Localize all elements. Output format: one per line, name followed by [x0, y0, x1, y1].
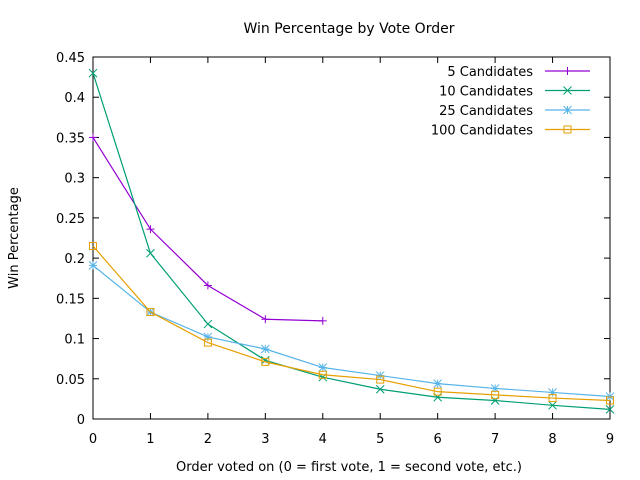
x-tick-label: 6 [434, 432, 442, 447]
y-tick-label: 0.1 [64, 333, 85, 348]
data-point [146, 308, 155, 317]
data-point [548, 400, 557, 410]
legend-label: 25 Candidates [439, 104, 533, 119]
y-tick-label: 0.05 [56, 373, 85, 388]
x-tick-label: 7 [491, 432, 499, 447]
x-tick-label: 8 [548, 432, 556, 447]
legend-label: 100 Candidates [431, 124, 533, 139]
x-tick-label: 2 [204, 432, 212, 447]
data-point [605, 392, 615, 401]
x-tick-label: 5 [376, 432, 384, 447]
x-tick-label: 9 [606, 432, 614, 447]
legend-label: 10 Candidates [439, 85, 533, 100]
data-point [375, 384, 385, 394]
series-group [88, 68, 615, 414]
data-point [88, 260, 98, 270]
x-tick-label: 4 [319, 432, 327, 447]
data-point [433, 387, 442, 396]
data-point [491, 390, 500, 399]
data-point [606, 396, 614, 405]
plot-frame [92, 56, 611, 420]
x-tick-label: 0 [89, 432, 97, 447]
x-axis: 0 1 2 3 4 5 6 7 8 9 [89, 57, 614, 447]
series-0 [89, 133, 327, 325]
y-axis-label: Win Percentage [7, 187, 22, 289]
data-point [203, 332, 213, 342]
data-point [261, 357, 270, 366]
series-1 [88, 68, 615, 414]
data-point [318, 363, 328, 372]
data-point [433, 379, 443, 388]
chart-title: Win Percentage by Vote Order [244, 21, 455, 37]
data-point [375, 371, 385, 380]
data-point [318, 316, 327, 325]
data-point [88, 68, 98, 78]
y-tick-label: 0.35 [56, 131, 85, 146]
data-point [146, 248, 155, 258]
data-point [548, 388, 557, 397]
legend-swatch-marker [563, 67, 572, 75]
x-tick-label: 3 [261, 432, 269, 447]
data-point [433, 392, 443, 402]
y-axis: 0 0.05 0.1 0.15 0.2 0.25 0.3 0.35 0.4 0.45 [56, 51, 610, 428]
y-tick-label: 0.15 [56, 292, 85, 307]
series-line [92, 264, 611, 398]
series-2 [88, 260, 615, 401]
data-point [203, 319, 213, 329]
series-line [92, 72, 611, 410]
y-tick-label: 0.3 [64, 172, 85, 187]
series-3 [89, 242, 614, 405]
data-point [261, 315, 270, 324]
y-tick-label: 0 [77, 413, 85, 428]
y-tick-label: 0.4 [64, 91, 85, 106]
data-point [548, 394, 557, 403]
data-point [605, 404, 615, 414]
y-tick-label: 0.25 [56, 212, 85, 227]
y-tick-label: 0.2 [64, 252, 85, 267]
legend-swatch-marker [563, 105, 572, 115]
data-point [260, 344, 270, 354]
legend: 5 Candidates 10 Candidates 25 Candidates 10… [431, 65, 590, 139]
data-point [146, 225, 155, 234]
x-axis-label: Order voted on (0 = first vote, 1 = seco… [176, 460, 522, 475]
data-point [89, 133, 97, 142]
data-point [318, 370, 327, 379]
data-point [203, 281, 212, 290]
data-point [89, 242, 97, 251]
series-line [92, 245, 611, 402]
y-tick-label: 0.45 [56, 51, 85, 66]
data-point [203, 338, 212, 347]
x-tick-label: 1 [146, 432, 154, 447]
legend-label: 5 Candidates [447, 65, 533, 80]
data-point [376, 375, 385, 384]
legend-swatch-marker [563, 86, 572, 95]
data-point [490, 396, 500, 405]
legend-swatch-marker [563, 125, 572, 134]
